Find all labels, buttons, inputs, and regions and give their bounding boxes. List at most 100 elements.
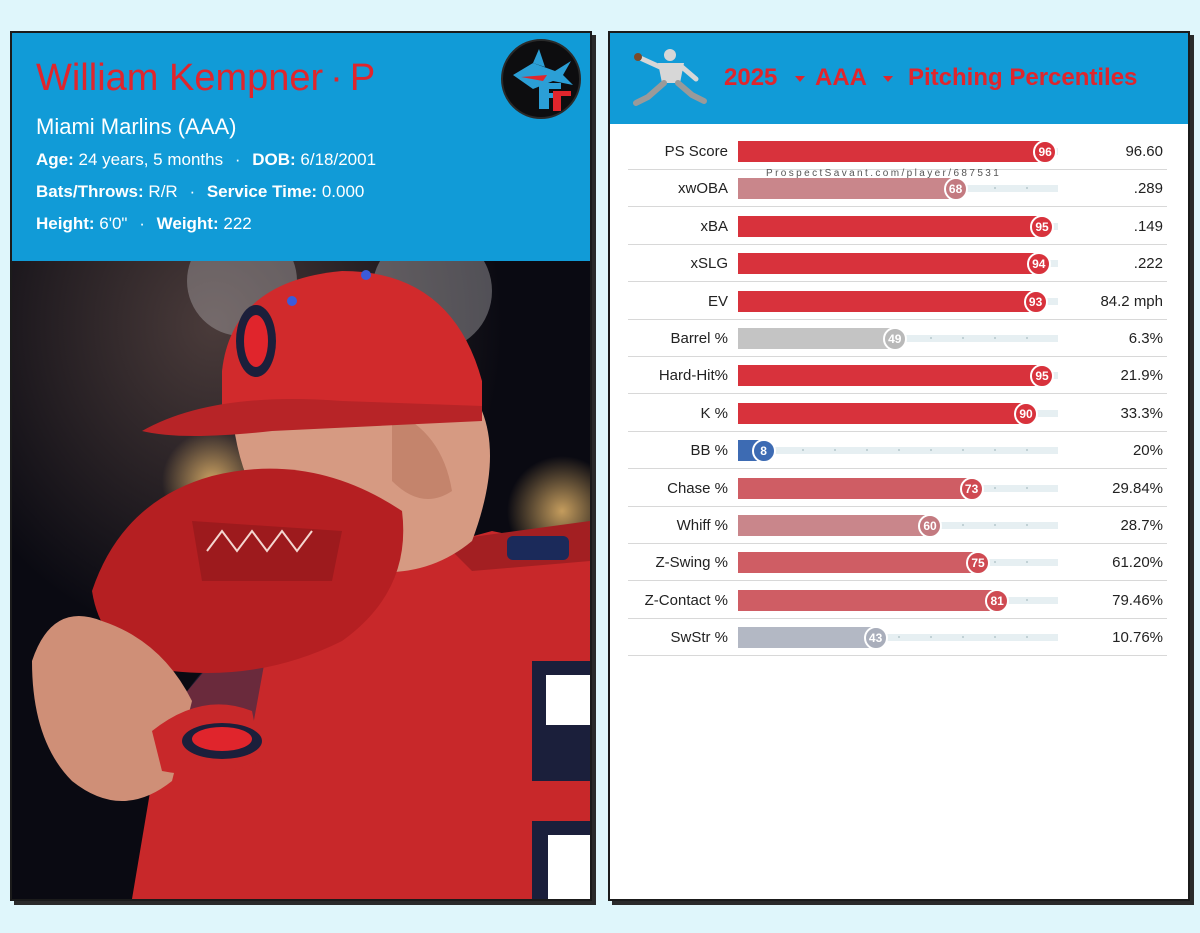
track-tick <box>1026 636 1028 639</box>
stat-value: .222 <box>1133 255 1163 273</box>
track-tick <box>1026 524 1028 526</box>
stat-label: SwStr % <box>670 629 728 647</box>
track-tick <box>994 561 996 564</box>
watermark-url: ProspectSavant.com/player/687531 <box>766 168 1002 179</box>
bats-value: R/R <box>148 182 178 201</box>
track-tick <box>1026 598 1028 601</box>
percentile-bar <box>738 515 930 536</box>
stat-value: .149 <box>1133 217 1163 235</box>
track-tick <box>962 524 964 526</box>
age-value: 24 years, 5 months <box>78 150 224 169</box>
player-photo <box>12 261 590 899</box>
track-tick <box>962 636 964 639</box>
stat-value: 10.76% <box>1112 629 1163 647</box>
percentile-row: SwStr % 43 10.76% <box>628 619 1167 657</box>
stat-label: xBA <box>700 217 728 235</box>
percentile-dot: 95 <box>1030 214 1054 239</box>
percentile-dot: 43 <box>863 626 888 651</box>
percentiles-title: Pitching Percentiles <box>908 64 1138 91</box>
track-tick <box>866 449 868 452</box>
percentile-dot: 93 <box>1023 289 1048 314</box>
percentile-dot: 94 <box>1026 252 1051 277</box>
percentile-dot: 8 <box>751 439 776 464</box>
percentile-dot: 90 <box>1014 401 1038 426</box>
bats-service-line: Bats/Throws: R/R · Service Time: 0.000 <box>36 182 365 201</box>
track-tick <box>802 449 804 452</box>
percentile-bar <box>738 215 1042 237</box>
track-tick <box>898 449 900 452</box>
track-tick <box>1026 486 1028 489</box>
track-tick <box>898 636 900 639</box>
service-value: 0.000 <box>321 182 365 201</box>
percentile-bar <box>738 290 1036 312</box>
track-tick <box>1026 561 1028 564</box>
stat-label: Chase % <box>667 479 728 497</box>
percentile-row: xBA 95 .149 <box>628 208 1167 245</box>
track-tick <box>994 187 996 190</box>
stat-label: xSLG <box>690 255 728 273</box>
percentiles-header: 2025 AAA Pitching Percentiles <box>610 33 1188 124</box>
track-tick <box>930 636 932 639</box>
percentile-row: Barrel % 49 6.3% <box>628 320 1167 357</box>
dob-label: DOB: <box>252 150 296 169</box>
percentile-dot: 75 <box>966 551 990 576</box>
height-value: 6'0" <box>99 214 128 233</box>
height-label: Height: <box>36 214 95 233</box>
service-label: Service Time: <box>206 182 318 201</box>
stat-value: 21.9% <box>1120 367 1163 385</box>
track-tick <box>1026 449 1028 452</box>
percentile-bar <box>738 178 956 200</box>
track-tick <box>834 449 836 452</box>
stat-label: Hard-Hit% <box>658 367 728 385</box>
percentile-bar <box>738 589 998 611</box>
percentile-row: Z-Contact % 81 79.46% <box>628 582 1167 619</box>
level-selector[interactable]: AAA <box>815 64 867 91</box>
percentile-bar <box>738 477 972 499</box>
track-tick <box>994 524 996 526</box>
player-name: William Kempner <box>36 57 324 99</box>
percentile-dot: 95 <box>1030 364 1054 389</box>
age-label: Age: <box>36 150 74 169</box>
percentile-row: BB % 8 20% <box>628 432 1167 470</box>
percentile-bar <box>738 402 1026 424</box>
track-tick <box>962 449 964 452</box>
stat-value: 29.84% <box>1112 479 1163 497</box>
weight-label: Weight: <box>156 214 219 233</box>
percentile-bar <box>738 141 1046 162</box>
percentile-dot: 96 <box>1033 140 1058 164</box>
stat-value: 20% <box>1132 442 1163 460</box>
percentile-track <box>738 447 1058 455</box>
marlins-logo <box>501 39 581 119</box>
track-tick <box>994 449 996 452</box>
track-tick <box>994 486 996 489</box>
year-selector[interactable]: 2025 <box>724 64 778 91</box>
weight-value: 222 <box>223 214 252 233</box>
percentile-row: K % 90 33.3% <box>628 395 1167 432</box>
stat-label: EV <box>707 292 728 310</box>
percentile-row: xSLG 94 .222 <box>628 245 1167 283</box>
percentile-dot: 68 <box>943 177 968 202</box>
percentile-bar <box>738 365 1042 387</box>
stat-value: 33.3% <box>1120 404 1163 422</box>
stat-label: PS Score <box>664 143 728 160</box>
stat-label: K % <box>700 404 728 422</box>
track-tick <box>994 636 996 639</box>
stat-value: 79.46% <box>1112 591 1163 609</box>
percentile-row: Whiff % 60 28.7% <box>628 507 1167 544</box>
percentile-bar <box>738 253 1039 275</box>
track-tick <box>1026 187 1028 190</box>
age-dob-line: Age: 24 years, 5 months · DOB: 6/18/2001 <box>36 150 377 169</box>
level-caret-icon[interactable] <box>883 76 893 82</box>
stat-label: xwOBA <box>677 180 728 198</box>
player-info-panel: William Kempner · P Miami Marlins (AAA) Ag… <box>12 33 590 261</box>
player-team: Miami Marlins (AAA) <box>36 114 237 139</box>
year-caret-icon[interactable] <box>795 76 805 82</box>
percentile-row: Z-Swing % 75 61.20% <box>628 544 1167 582</box>
percentile-row: EV 93 84.2 mph <box>628 283 1167 320</box>
track-tick <box>930 449 932 452</box>
percentile-bar <box>738 627 876 649</box>
stat-value: 28.7% <box>1120 517 1163 534</box>
percentile-bar <box>738 328 895 349</box>
percentile-dot: 60 <box>918 514 942 538</box>
track-tick <box>1026 337 1028 339</box>
